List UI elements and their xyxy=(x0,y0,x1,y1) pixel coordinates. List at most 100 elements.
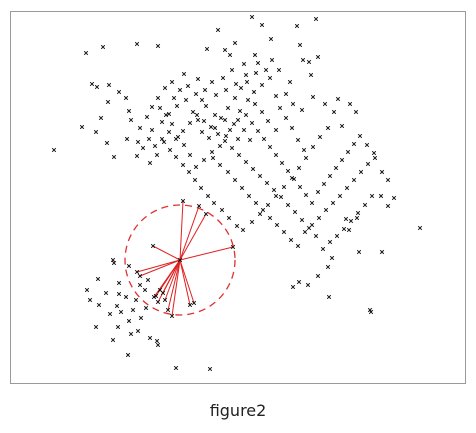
point-marker xyxy=(378,193,384,199)
point-marker xyxy=(302,229,308,235)
point-marker xyxy=(160,290,166,296)
point-marker xyxy=(313,16,319,22)
point-marker xyxy=(107,311,113,317)
point-marker xyxy=(155,95,161,101)
point-marker xyxy=(203,211,209,217)
point-marker xyxy=(194,112,200,118)
point-marker xyxy=(162,85,168,91)
point-marker xyxy=(126,318,132,324)
point-marker xyxy=(330,200,336,206)
point-marker xyxy=(225,105,231,111)
point-marker xyxy=(106,82,112,88)
point-marker xyxy=(283,115,289,121)
point-marker xyxy=(183,97,189,103)
point-marker xyxy=(149,104,155,110)
point-marker xyxy=(143,305,149,311)
point-marker xyxy=(267,215,273,221)
point-marker xyxy=(333,165,339,171)
point-marker xyxy=(215,27,221,33)
point-marker xyxy=(169,79,175,85)
point-marker xyxy=(327,239,333,245)
point-marker xyxy=(175,134,181,140)
point-marker xyxy=(210,155,216,161)
point-marker xyxy=(181,71,187,77)
figure-caption: figure2 xyxy=(209,401,267,420)
point-marker xyxy=(193,91,199,97)
data-points xyxy=(51,14,423,372)
point-marker xyxy=(159,136,165,142)
point-marker xyxy=(173,365,179,371)
point-marker xyxy=(84,287,90,293)
point-marker xyxy=(351,141,357,147)
point-marker xyxy=(289,125,295,131)
neighbor-line xyxy=(152,245,181,261)
point-marker xyxy=(290,101,296,107)
point-marker xyxy=(223,133,229,139)
point-marker xyxy=(222,138,228,144)
point-marker xyxy=(196,203,202,209)
point-marker xyxy=(165,307,171,313)
point-marker xyxy=(147,335,153,341)
point-marker xyxy=(163,112,169,118)
point-marker xyxy=(327,173,333,179)
point-marker xyxy=(255,60,261,66)
point-marker xyxy=(187,302,193,308)
point-marker xyxy=(230,244,236,250)
point-marker xyxy=(93,324,99,330)
point-marker xyxy=(348,218,354,224)
point-marker xyxy=(192,177,198,183)
neighbor-lines xyxy=(136,200,234,317)
point-marker xyxy=(263,67,269,73)
point-marker xyxy=(213,92,219,98)
point-marker xyxy=(115,324,121,330)
point-marker xyxy=(317,134,323,140)
point-marker xyxy=(345,149,351,155)
point-marker xyxy=(191,300,197,306)
point-marker xyxy=(145,277,151,283)
point-marker xyxy=(123,95,129,101)
point-marker xyxy=(89,81,95,87)
point-marker xyxy=(98,115,104,121)
point-marker xyxy=(354,215,360,221)
point-marker xyxy=(198,185,204,191)
point-marker xyxy=(193,164,199,170)
point-marker xyxy=(226,215,232,221)
search-radius-circle xyxy=(124,204,236,316)
point-marker xyxy=(303,155,309,161)
point-marker xyxy=(95,276,101,282)
point-marker xyxy=(239,185,245,191)
point-marker xyxy=(255,128,261,134)
point-marker xyxy=(273,152,279,158)
point-marker xyxy=(246,193,252,199)
point-marker xyxy=(111,260,117,266)
point-marker xyxy=(268,36,274,42)
point-marker xyxy=(385,203,391,209)
point-marker xyxy=(257,211,263,217)
point-marker xyxy=(201,157,207,163)
point-marker xyxy=(205,193,211,199)
point-marker xyxy=(222,117,228,123)
point-marker xyxy=(244,79,250,85)
point-marker xyxy=(329,255,335,261)
point-marker xyxy=(310,144,316,150)
point-marker xyxy=(157,287,163,293)
point-marker xyxy=(301,147,307,153)
point-marker xyxy=(356,249,362,255)
point-marker xyxy=(134,41,140,47)
point-marker xyxy=(290,284,296,290)
neighbor-line xyxy=(162,259,181,294)
point-marker xyxy=(223,87,229,93)
point-marker xyxy=(249,120,255,126)
point-marker xyxy=(372,155,378,161)
point-marker xyxy=(341,226,347,232)
point-marker xyxy=(140,145,146,151)
point-marker xyxy=(299,107,305,113)
point-marker xyxy=(137,273,143,279)
point-marker xyxy=(146,136,152,142)
point-marker xyxy=(261,136,267,142)
point-marker xyxy=(134,269,140,275)
point-marker xyxy=(285,168,291,174)
point-marker xyxy=(267,75,273,81)
neighbor-line xyxy=(179,205,200,261)
point-marker xyxy=(187,120,193,126)
